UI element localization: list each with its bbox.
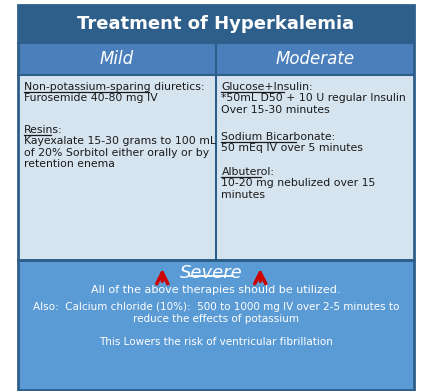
Text: *50mL D50 + 10 U regular Insulin
Over 15-30 minutes: *50mL D50 + 10 U regular Insulin Over 15… (222, 93, 406, 115)
Text: This Lowers the risk of ventricular fibrillation: This Lowers the risk of ventricular fibr… (99, 337, 333, 347)
Bar (18, 5, 414, 260)
Text: Kayexalate 15-30 grams to 100 mL
of 20% Sorbitol either orally or by
retention e: Kayexalate 15-30 grams to 100 mL of 20% … (24, 136, 215, 169)
Text: Sodium Bicarbonate:: Sodium Bicarbonate: (222, 132, 336, 142)
Text: Mild: Mild (100, 50, 134, 68)
Text: Glucose+Insulin:: Glucose+Insulin: (222, 82, 313, 92)
Text: Resins:: Resins: (24, 125, 62, 135)
Text: Albuterol:: Albuterol: (222, 167, 275, 177)
Bar (18, 43, 414, 75)
Text: Also:  Calcium chloride (10%):  500 to 1000 mg IV over 2-5 minutes to
reduce the: Also: Calcium chloride (10%): 500 to 100… (33, 302, 399, 324)
Bar (18, 260, 414, 390)
Text: 50 mEq IV over 5 minutes: 50 mEq IV over 5 minutes (222, 143, 363, 153)
Text: Moderate: Moderate (275, 50, 354, 68)
Text: Furosemide 40-80 mg IV: Furosemide 40-80 mg IV (24, 93, 157, 103)
Bar (18, 5, 414, 43)
Text: All of the above therapies should be utilized.: All of the above therapies should be uti… (91, 285, 341, 295)
Text: Severe: Severe (180, 264, 243, 282)
Text: 10-20 mg nebulized over 15
minutes: 10-20 mg nebulized over 15 minutes (222, 178, 376, 199)
Text: Treatment of Hyperkalemia: Treatment of Hyperkalemia (78, 15, 354, 33)
Bar (18, 75, 414, 260)
Text: Non-potassium-sparing diuretics:: Non-potassium-sparing diuretics: (24, 82, 204, 92)
